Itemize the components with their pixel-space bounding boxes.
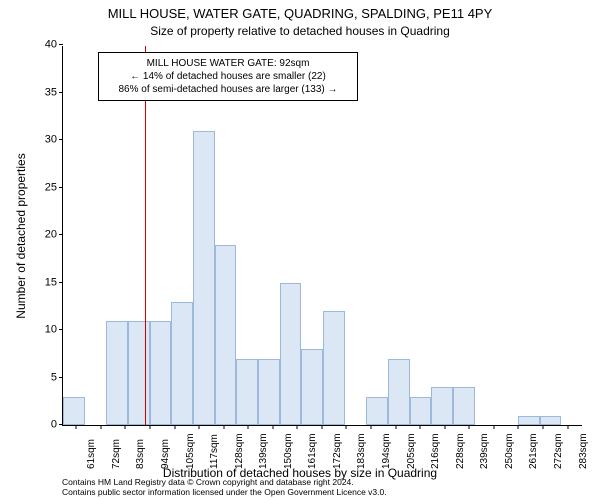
x-tick-label: 228sqm [449,433,466,469]
x-tick-mark [420,425,421,429]
y-tick-label: 20 [45,230,63,241]
x-tick-label: 72sqm [105,439,122,469]
x-tick-mark [567,425,568,429]
x-tick-label: 172sqm [326,433,343,469]
histogram-bar [106,321,128,426]
y-tick-label: 5 [51,372,63,383]
annotation-line: 86% of semi-detached houses are larger (… [107,83,349,96]
y-tick-mark [59,139,63,140]
histogram-bar [150,321,172,426]
histogram-bar [215,245,237,426]
chart-subtitle: Size of property relative to detached ho… [0,24,600,38]
x-tick-label: 150sqm [277,433,294,469]
histogram-bar [280,283,302,426]
histogram-bar [410,397,432,426]
caption-line: Contains public sector information licen… [62,488,582,498]
x-tick-label: 83sqm [129,439,146,469]
x-tick-label: 205sqm [400,433,417,469]
histogram-bar [258,359,280,426]
y-tick-label: 10 [45,325,63,336]
x-tick-mark [469,425,470,429]
x-tick-label: 261sqm [522,433,539,469]
y-tick-label: 30 [45,135,63,146]
y-tick-mark [59,44,63,45]
x-tick-label: 128sqm [228,433,245,469]
x-tick-mark [395,425,396,429]
x-tick-mark [371,425,372,429]
histogram-bar [366,397,388,426]
y-tick-label: 35 [45,87,63,98]
histogram-bar [301,349,323,425]
annotation-box: MILL HOUSE WATER GATE: 92sqm← 14% of det… [98,52,358,101]
x-tick-label: 94sqm [154,439,171,469]
x-tick-mark [542,425,543,429]
y-tick-mark [59,377,63,378]
annotation-line: MILL HOUSE WATER GATE: 92sqm [107,57,349,70]
histogram-bar [236,359,258,426]
y-tick-label: 0 [51,420,63,431]
histogram-bar [388,359,410,426]
chart-title: MILL HOUSE, WATER GATE, QUADRING, SPALDI… [0,6,600,21]
histogram-bar [453,387,475,425]
y-tick-mark [59,329,63,330]
x-tick-label: 272sqm [547,433,564,469]
x-tick-label: 161sqm [301,433,318,469]
histogram-bar [323,311,345,425]
y-tick-mark [59,282,63,283]
histogram-bar [128,321,150,426]
y-tick-mark [59,92,63,93]
histogram-bar [540,416,562,426]
annotation-line: ← 14% of detached houses are smaller (22… [107,70,349,83]
histogram-bar [431,387,453,425]
y-axis-label: Number of detached properties [14,153,28,318]
y-tick-label: 40 [45,40,63,51]
x-tick-mark [493,425,494,429]
y-tick-mark [59,234,63,235]
x-tick-label: 250sqm [498,433,515,469]
x-tick-label: 216sqm [424,433,441,469]
x-tick-mark [223,425,224,429]
caption: Contains HM Land Registry data © Crown c… [62,478,582,498]
x-tick-label: 105sqm [179,433,196,469]
x-tick-mark [272,425,273,429]
y-tick-label: 25 [45,182,63,193]
histogram-bar [518,416,540,426]
x-tick-label: 61sqm [80,439,97,469]
x-tick-label: 283sqm [572,433,589,469]
x-tick-mark [346,425,347,429]
subject-marker-line [145,46,146,425]
x-tick-mark [444,425,445,429]
x-tick-mark [100,425,101,429]
x-tick-mark [199,425,200,429]
y-tick-mark [59,187,63,188]
x-tick-label: 183sqm [350,433,367,469]
histogram-bar [63,397,85,426]
x-tick-label: 194sqm [375,433,392,469]
x-tick-label: 239sqm [473,433,490,469]
x-tick-mark [76,425,77,429]
x-tick-mark [125,425,126,429]
x-tick-label: 139sqm [252,433,269,469]
x-tick-mark [321,425,322,429]
x-tick-mark [174,425,175,429]
x-tick-mark [149,425,150,429]
x-tick-mark [248,425,249,429]
x-tick-mark [518,425,519,429]
x-tick-mark [297,425,298,429]
histogram-bar [193,131,215,426]
y-tick-label: 15 [45,277,63,288]
histogram-bar [171,302,193,426]
x-tick-label: 117sqm [203,434,220,469]
plot-area: 051015202530354061sqm72sqm83sqm94sqm105s… [62,46,582,426]
